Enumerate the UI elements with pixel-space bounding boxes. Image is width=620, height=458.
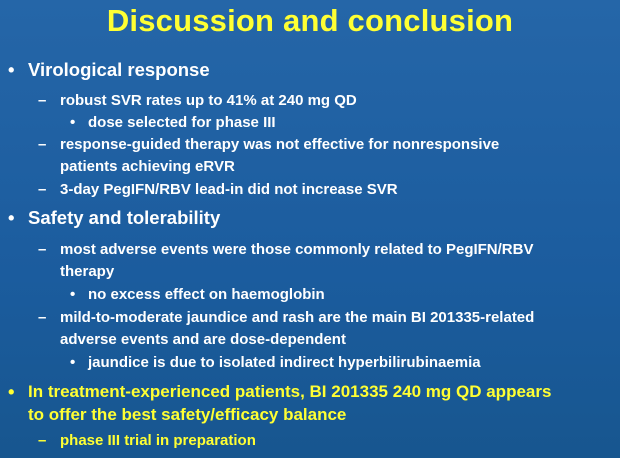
bullet-level1-marker: •: [8, 59, 15, 80]
item-text-continued: therapy: [60, 263, 115, 280]
bullet-level1-marker: •: [8, 207, 15, 228]
dash-marker: –: [38, 181, 47, 198]
slide-title: Discussion and conclusion: [106, 3, 514, 38]
section-heading-virological: Virological response: [28, 59, 210, 80]
item-text: mild-to-moderate jaundice and rash are t…: [60, 309, 535, 326]
subitem-text: jaundice is due to isolated indirect hyp…: [88, 354, 481, 371]
dash-marker: –: [38, 136, 47, 153]
bullet-level3-marker: •: [70, 286, 76, 303]
dash-marker: –: [38, 241, 47, 258]
conclusion-item-text: phase III trial in preparation: [60, 432, 256, 449]
subitem-text: dose selected for phase III: [88, 114, 276, 131]
item-text: most adverse events were those commonly …: [60, 241, 534, 258]
subitem-text: no excess effect on haemoglobin: [88, 286, 325, 303]
dash-marker: –: [38, 309, 47, 326]
item-text: 3-day PegIFN/RBV lead-in did not increas…: [60, 181, 398, 198]
conclusion-heading-continued: to offer the best safety/efficacy balanc…: [28, 405, 347, 424]
bullet-level3-marker: •: [70, 354, 76, 371]
conclusion-heading: In treatment-experienced patients, BI 20…: [28, 382, 552, 401]
bullet-level3-marker: •: [70, 114, 76, 131]
dash-marker: –: [38, 92, 47, 109]
section-heading-safety: Safety and tolerability: [28, 207, 221, 228]
dash-marker: –: [38, 432, 47, 449]
bullet-level1-marker: •: [8, 381, 15, 402]
item-text: response-guided therapy was not effectiv…: [60, 136, 500, 153]
item-text-continued: patients achieving eRVR: [60, 158, 235, 175]
item-text-continued: adverse events and are dose-dependent: [60, 331, 346, 348]
item-text: robust SVR rates up to 41% at 240 mg QD: [60, 92, 357, 109]
